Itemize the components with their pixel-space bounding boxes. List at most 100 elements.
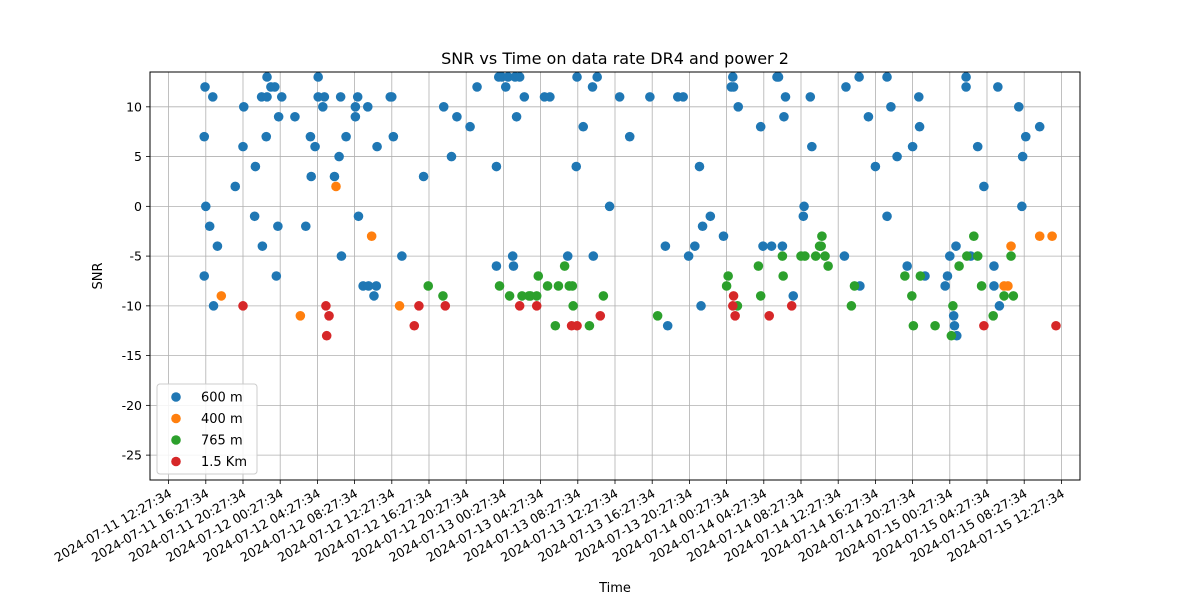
data-point: [491, 261, 502, 271]
data-point: [491, 161, 502, 172]
y-tick-label: 10: [126, 99, 142, 114]
grid-lines: [150, 72, 1080, 480]
data-point: [588, 251, 599, 261]
data-point: [452, 111, 462, 122]
data-point: [352, 92, 363, 102]
data-point: [508, 261, 519, 271]
data-point: [902, 261, 912, 271]
data-point: [388, 131, 399, 142]
data-point: [273, 111, 284, 122]
data-point: [418, 171, 429, 182]
data-point: [362, 102, 373, 112]
data-point: [758, 241, 768, 251]
data-point: [660, 241, 671, 251]
data-point: [1017, 151, 1028, 162]
x-axis-label: Time: [598, 581, 631, 596]
data-point: [777, 241, 788, 251]
data-point: [718, 231, 729, 241]
data-point: [578, 121, 589, 132]
data-point: [595, 311, 606, 321]
data-point: [533, 271, 544, 281]
data-point: [353, 211, 364, 222]
data-point: [989, 281, 999, 291]
data-point: [372, 141, 382, 152]
data-point: [705, 211, 716, 222]
data-point: [976, 281, 987, 291]
data-point: [979, 320, 989, 331]
data-point: [310, 141, 320, 152]
data-point: [507, 251, 518, 261]
data-point: [614, 92, 625, 102]
series-2: [216, 181, 1057, 321]
data-point: [329, 171, 340, 182]
data-point: [1003, 281, 1013, 291]
data-point: [335, 92, 346, 102]
data-point: [882, 211, 892, 222]
data-point: [961, 82, 971, 92]
y-tick-label: -5: [130, 249, 142, 264]
data-point: [334, 151, 344, 162]
data-point: [504, 291, 515, 301]
data-point: [645, 92, 655, 102]
data-point: [465, 121, 475, 132]
legend-marker: [171, 392, 181, 402]
data-point: [572, 320, 582, 331]
data-point: [531, 291, 542, 301]
data-point: [988, 311, 998, 321]
data-point: [341, 131, 351, 142]
series-3: [423, 231, 1019, 341]
data-point: [1047, 231, 1057, 241]
data-point: [1051, 320, 1061, 331]
data-point: [257, 241, 268, 251]
data-point: [949, 320, 960, 331]
data-point: [678, 92, 688, 102]
data-point: [363, 281, 374, 291]
data-point: [1017, 201, 1027, 212]
data-point: [262, 72, 272, 82]
data-point: [942, 271, 953, 281]
data-point: [369, 291, 379, 301]
data-point: [721, 281, 732, 291]
data-point: [550, 320, 561, 331]
data-point: [624, 131, 635, 142]
data-point: [807, 141, 817, 152]
data-point: [914, 121, 925, 132]
data-point: [900, 271, 910, 281]
data-point: [799, 201, 809, 212]
data-point: [999, 291, 1009, 301]
data-point: [945, 251, 955, 261]
data-point: [777, 251, 788, 261]
legend-label: 600 m: [201, 391, 243, 406]
data-point: [946, 330, 957, 341]
legend-marker: [171, 456, 181, 467]
data-point: [817, 231, 827, 241]
data-point: [207, 92, 218, 102]
data-point: [786, 301, 797, 311]
data-point: [962, 251, 972, 261]
series-4: [238, 291, 1061, 341]
data-point: [271, 271, 282, 281]
data-point: [273, 221, 283, 232]
data-point: [313, 72, 323, 82]
data-point: [694, 161, 705, 172]
data-point: [1006, 251, 1016, 261]
data-point: [780, 92, 791, 102]
data-point: [199, 131, 210, 142]
y-axis-ticks: 10 5 0 -5 -10 -15 -20 -25: [122, 99, 150, 463]
series-1: [199, 72, 1045, 341]
y-tick-label: 0: [134, 199, 142, 214]
data-point: [805, 92, 816, 102]
data-point: [961, 72, 971, 82]
data-point: [930, 320, 940, 331]
data-point: [572, 72, 582, 82]
data-point: [531, 301, 542, 311]
data-point: [300, 221, 311, 232]
legend: 600 m 400 m 765 m 1.5 Km: [156, 383, 258, 475]
legend-label: 1.5 Km: [201, 455, 247, 470]
data-point: [954, 261, 964, 271]
data-point: [553, 281, 564, 291]
data-point: [514, 301, 525, 311]
data-point: [755, 291, 766, 301]
data-point: [778, 271, 788, 281]
